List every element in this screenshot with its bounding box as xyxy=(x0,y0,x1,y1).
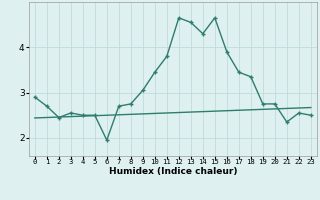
X-axis label: Humidex (Indice chaleur): Humidex (Indice chaleur) xyxy=(108,167,237,176)
